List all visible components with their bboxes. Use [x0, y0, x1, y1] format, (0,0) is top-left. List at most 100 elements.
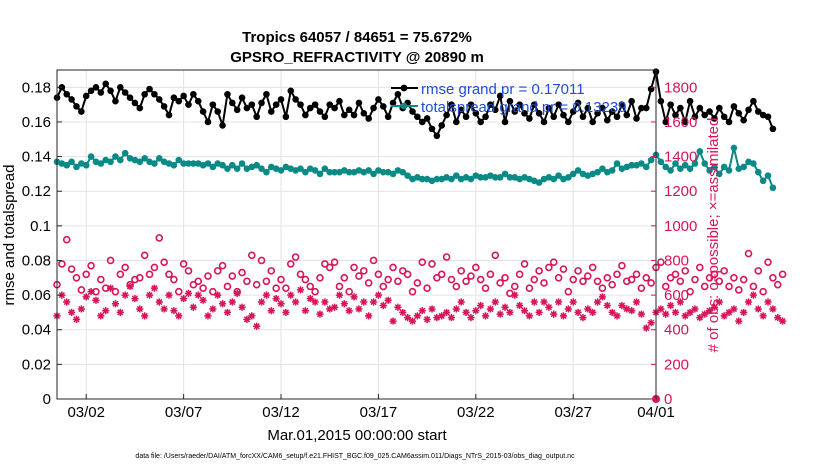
rmse-point — [92, 84, 100, 91]
totalspread-point — [677, 165, 684, 172]
rmse-point — [389, 99, 397, 107]
totalspread-point — [696, 148, 704, 155]
rmse-point — [107, 87, 114, 95]
totalspread-point — [141, 155, 148, 162]
possible-obs-point — [291, 253, 300, 261]
assimilated-obs-point — [68, 308, 76, 317]
assimilated-obs-point — [97, 312, 105, 320]
assimilated-obs-point — [520, 307, 529, 315]
y-left-tick-label: 0.04 — [22, 322, 51, 339]
rmse-point — [594, 109, 601, 117]
assimilated-obs-point — [774, 314, 782, 322]
rmse-point — [501, 118, 509, 126]
rmse-point — [204, 118, 212, 126]
assimilated-obs-point — [116, 308, 124, 317]
possible-obs-point — [194, 277, 203, 286]
assimilated-obs-point — [389, 317, 397, 325]
possible-obs-point — [243, 277, 251, 286]
possible-obs-point — [725, 282, 733, 291]
possible-obs-point — [696, 263, 704, 272]
totalspread-point — [535, 179, 543, 186]
rmse-point — [584, 104, 592, 112]
assimilated-obs-point — [598, 293, 607, 301]
x-tick-label: 03/27 — [554, 404, 592, 421]
rmse-point — [467, 101, 475, 108]
rmse-point — [160, 103, 168, 110]
assimilated-obs-point — [637, 310, 645, 318]
possible-obs-point — [301, 275, 310, 284]
possible-obs-point — [384, 275, 392, 284]
assimilated-obs-point — [628, 307, 636, 315]
possible-obs-point — [545, 263, 553, 272]
rmse-point — [151, 90, 158, 98]
possible-obs-point — [759, 287, 767, 296]
rmse-point — [146, 85, 153, 93]
rmse-point — [394, 90, 402, 98]
possible-obs-point — [618, 261, 626, 270]
totalspread-point — [97, 160, 105, 167]
possible-obs-point — [418, 258, 427, 267]
rmse-point — [121, 89, 129, 96]
totalspread-point — [672, 160, 679, 167]
possible-obs-point — [360, 267, 368, 275]
possible-obs-point — [447, 275, 456, 284]
assimilated-obs-point — [92, 296, 100, 304]
assimilated-obs-point — [209, 305, 217, 313]
possible-obs-point — [442, 253, 451, 261]
assimilated-obs-point — [530, 298, 538, 306]
rmse-point — [613, 113, 621, 121]
assimilated-obs-point — [442, 308, 451, 317]
possible-obs-point — [472, 263, 480, 272]
assimilated-obs-point — [433, 314, 441, 322]
assimilated-obs-point — [126, 282, 134, 291]
possible-obs-point — [321, 260, 329, 268]
assimilated-obs-point — [418, 307, 426, 315]
possible-obs-point — [632, 270, 641, 279]
possible-obs-point — [491, 251, 500, 260]
assimilated-obs-point — [111, 300, 120, 308]
possible-obs-point — [773, 280, 782, 289]
totalspread-point — [219, 161, 226, 169]
possible-obs-point — [204, 272, 212, 280]
totalspread-point — [229, 161, 236, 169]
totalspread-point — [253, 161, 260, 169]
rmse-point — [267, 108, 275, 115]
x-tick-label: 03/07 — [165, 404, 203, 421]
possible-obs-point — [262, 277, 271, 286]
totalspread-point — [638, 160, 645, 167]
assimilated-obs-point — [613, 312, 621, 320]
assimilated-obs-point — [145, 291, 154, 299]
rmse-point — [355, 99, 363, 107]
possible-obs-point — [77, 286, 86, 294]
assimilated-obs-point — [189, 303, 197, 311]
rmse-point — [331, 104, 338, 112]
rmse-point — [248, 101, 256, 108]
y-left-tick-label: 0 — [43, 391, 51, 408]
possible-obs-point — [218, 261, 227, 270]
totalspread-point — [151, 160, 158, 167]
assimilated-obs-point — [564, 305, 572, 313]
rmse-point — [448, 101, 455, 108]
totalspread-point — [730, 144, 738, 152]
y-right-tick-label: 600 — [664, 287, 689, 304]
possible-obs-point — [496, 279, 504, 287]
totalspread-point — [506, 174, 514, 181]
rmse-point — [384, 113, 392, 121]
totalspread-point — [370, 170, 377, 178]
possible-obs-point — [335, 282, 344, 291]
totalspread-point — [345, 168, 353, 176]
totalspread-point — [555, 172, 562, 179]
totalspread-point — [667, 167, 674, 174]
assimilated-obs-point — [272, 294, 280, 303]
possible-obs-point — [467, 272, 475, 280]
possible-obs-point — [705, 273, 714, 282]
possible-obs-point — [379, 282, 388, 291]
rmse-point — [292, 96, 299, 103]
possible-obs-point — [306, 282, 315, 291]
totalspread-point — [550, 175, 558, 183]
assimilated-obs-point — [506, 308, 514, 317]
assimilated-obs-point — [735, 317, 743, 325]
assimilated-obs-point — [667, 301, 675, 310]
rmse-point — [569, 108, 577, 115]
totalspread-point — [642, 163, 650, 171]
